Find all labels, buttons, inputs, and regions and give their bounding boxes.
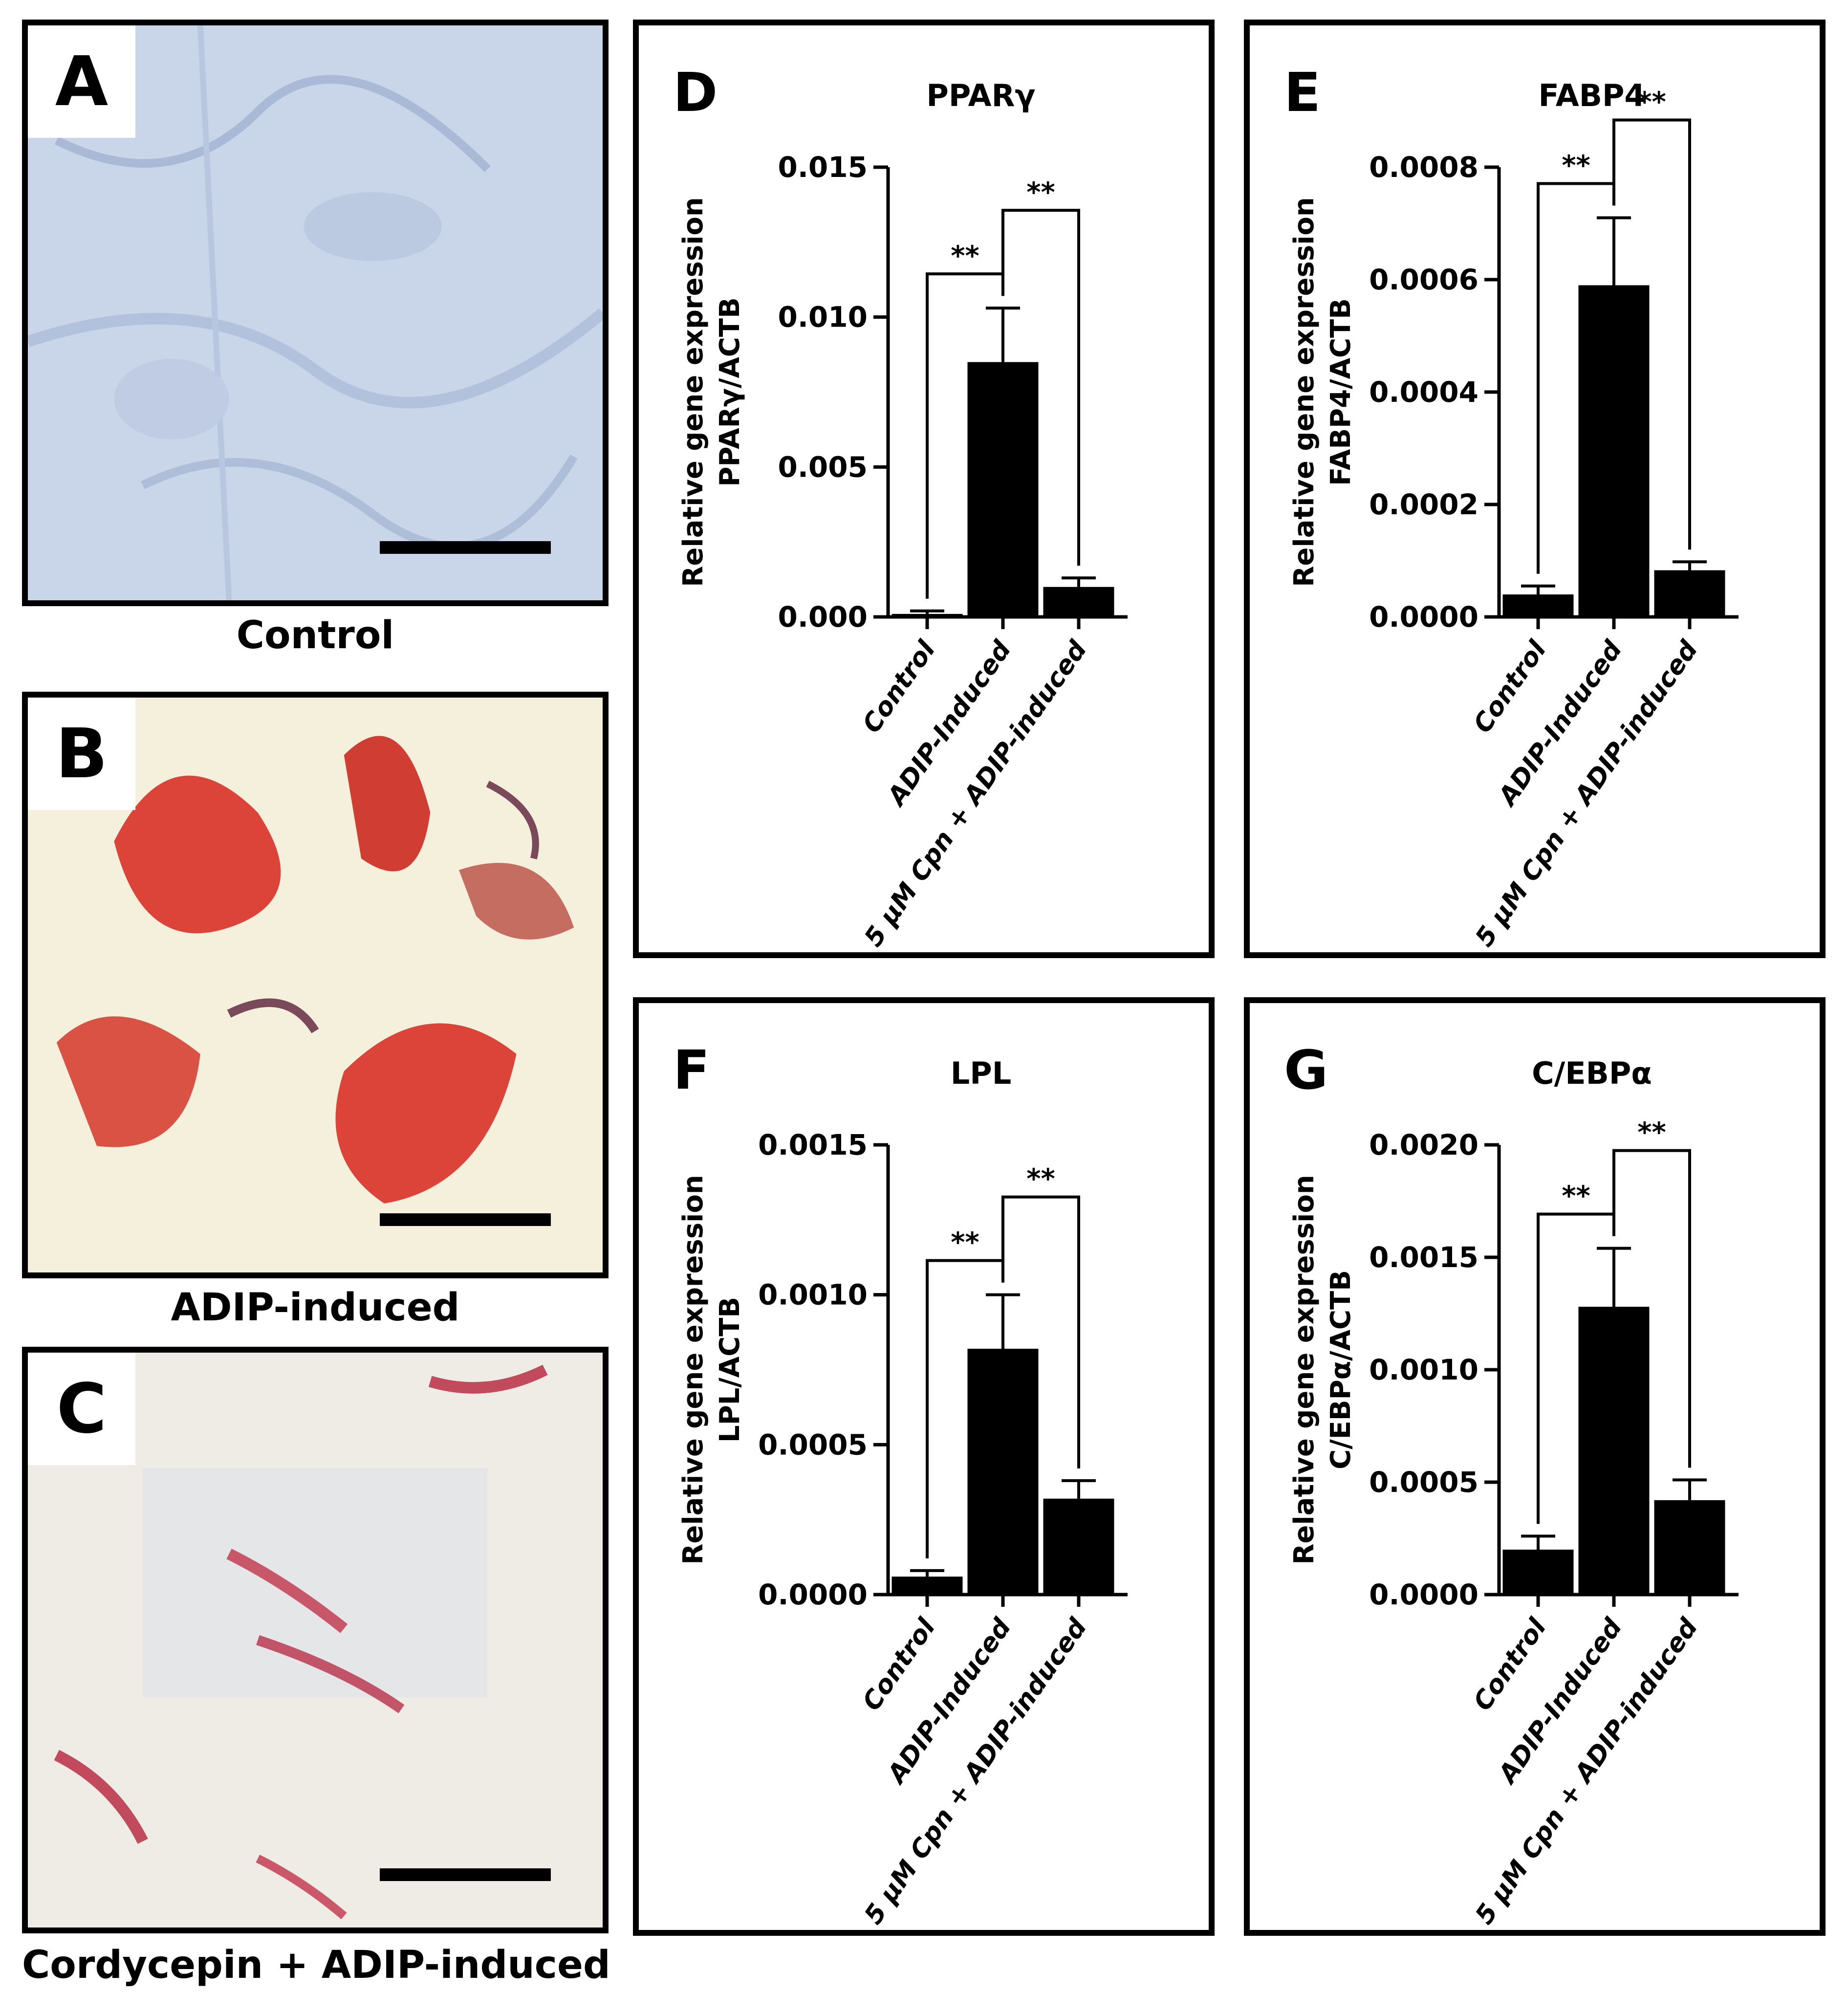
- significance-label: **: [951, 240, 979, 272]
- bar: [1502, 594, 1574, 617]
- chart-pparg: D PPARγ Relative gene expression PPARγ/ACTB…: [673, 61, 1128, 952]
- bar: [1043, 587, 1114, 617]
- bar: [1043, 1498, 1114, 1595]
- significance-bracket: [1001, 1195, 1080, 1468]
- significance-bracket: [1612, 1149, 1691, 1468]
- chart-lpl: F LPL Relative gene expression LPL/ACTB 0.00…: [673, 1039, 1128, 1930]
- x-tick-label: Control: [857, 635, 941, 738]
- y-tick-label: 0.0010: [758, 1278, 868, 1312]
- bar: [1654, 570, 1725, 617]
- chart-panel-fabp4: E FABP4 Relative gene expression FABP4/ACTB…: [1244, 20, 1826, 958]
- y-tick-label: 0.010: [778, 301, 868, 334]
- y-axis-label-line: PPARγ/ACTB: [714, 297, 746, 486]
- y-tick-label: 0.0005: [1369, 1466, 1478, 1499]
- significance-label: **: [1026, 176, 1055, 208]
- chart-title: LPL: [951, 1055, 1011, 1091]
- y-tick-label: 0.005: [778, 450, 868, 483]
- bar: [891, 613, 963, 617]
- significance-label: **: [1637, 1117, 1666, 1149]
- panel-letter: G: [1284, 1039, 1328, 1101]
- panel-letter: B: [28, 698, 135, 810]
- photo-panel-adip-induced: B: [22, 692, 609, 1278]
- x-tick-label: Control: [1468, 635, 1552, 738]
- y-tick-label: 0.0002: [1369, 488, 1478, 521]
- chart-title: C/EBPα: [1532, 1055, 1652, 1091]
- y-tick-label: 0.015: [778, 151, 868, 184]
- scale-bar: [380, 541, 551, 554]
- panel-letter: E: [1284, 61, 1321, 124]
- chart-title: FABP4: [1538, 78, 1645, 113]
- bar: [891, 1577, 963, 1595]
- bar: [1654, 1500, 1725, 1595]
- y-tick-label: 0.0010: [1369, 1353, 1478, 1386]
- y-axis-label-line: Relative gene expression: [677, 1175, 709, 1564]
- y-axis-label-line: Relative gene expression: [677, 197, 709, 587]
- scale-bar: [380, 1868, 551, 1881]
- y-axis-label-line: LPL/ACTB: [714, 1297, 746, 1443]
- significance-label: **: [1026, 1163, 1055, 1195]
- significance-bracket: [1612, 118, 1691, 550]
- y-tick-label: 0.0015: [1369, 1241, 1478, 1274]
- significance-label: **: [1562, 150, 1590, 182]
- significance-label: **: [1637, 87, 1666, 118]
- chart-panel-pparg: D PPARγ Relative gene expression PPARγ/ACTB…: [633, 20, 1215, 958]
- y-axis-label: Relative gene expression FABP4/ACTB: [1288, 197, 1357, 587]
- panel-letter: D: [673, 61, 717, 124]
- chart-title: PPARγ: [926, 78, 1035, 113]
- y-tick-label: 0.000: [778, 600, 868, 634]
- y-axis-label: Relative gene expression C/EBPα/ACTB: [1288, 1175, 1357, 1564]
- photo-panel-control: A: [22, 20, 609, 606]
- photo-caption: Control: [236, 613, 394, 657]
- x-tick-label: Control: [1468, 1613, 1552, 1716]
- y-axis-label-line: Relative gene expression: [1288, 197, 1320, 587]
- y-tick-label: 0.0000: [758, 1578, 868, 1611]
- chart-cebpa: G C/EBPα Relative gene expression C/EBPα/AC…: [1284, 1039, 1739, 1930]
- bar: [1578, 1307, 1650, 1595]
- photo-caption: ADIP-induced: [171, 1286, 460, 1330]
- y-axis-label: Relative gene expression LPL/ACTB: [677, 1175, 746, 1564]
- photo-panel-cordycepin: C: [22, 1347, 609, 1933]
- panel-letter: F: [673, 1039, 710, 1101]
- y-tick-label: 0.0005: [758, 1428, 868, 1461]
- bar: [1578, 285, 1650, 617]
- y-axis-label-line: C/EBPα/ACTB: [1325, 1270, 1357, 1469]
- y-axis-label: Relative gene expression PPARγ/ACTB: [677, 197, 746, 587]
- x-tick-label: Control: [857, 1613, 941, 1716]
- y-axis-label-line: Relative gene expression: [1288, 1175, 1320, 1564]
- y-tick-label: 0.0008: [1369, 151, 1478, 184]
- bar: [967, 362, 1039, 617]
- y-tick-label: 0.0006: [1369, 263, 1478, 296]
- chart-fabp4: E FABP4 Relative gene expression FABP4/ACTB…: [1284, 61, 1739, 952]
- y-tick-label: 0.0000: [1369, 600, 1478, 634]
- significance-label: **: [1562, 1181, 1590, 1212]
- panel-letter: A: [28, 25, 135, 138]
- y-axis-label-line: FABP4/ACTB: [1325, 298, 1357, 486]
- y-tick-label: 0.0015: [758, 1128, 868, 1161]
- y-tick-label: 0.0004: [1369, 375, 1478, 409]
- significance-label: **: [951, 1227, 979, 1259]
- scale-bar: [380, 1213, 551, 1226]
- bar: [967, 1349, 1039, 1595]
- bar: [1502, 1550, 1574, 1595]
- adip-induced-micrograph: [28, 698, 603, 1272]
- photo-caption: Cordycepin + ADIP-induced: [22, 1943, 610, 1987]
- y-tick-label: 0.0020: [1369, 1128, 1478, 1161]
- significance-bracket: [1001, 209, 1080, 566]
- panel-letter: C: [28, 1353, 135, 1465]
- y-tick-label: 0.0000: [1369, 1578, 1478, 1611]
- chart-panel-cebpa: G C/EBPα Relative gene expression C/EBPα/AC…: [1244, 997, 1826, 1936]
- chart-panel-lpl: F LPL Relative gene expression LPL/ACTB 0.00…: [633, 997, 1215, 1936]
